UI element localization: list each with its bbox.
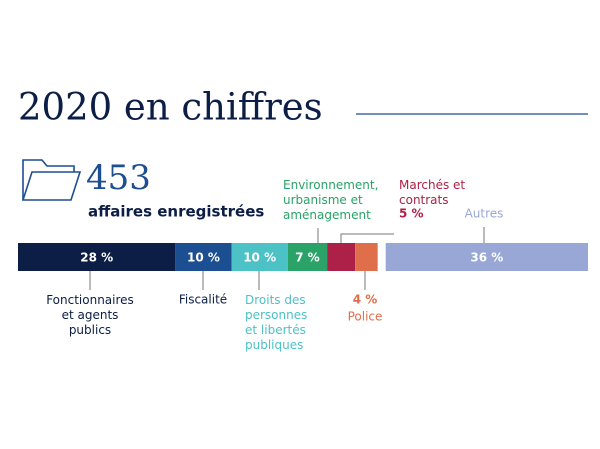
- bar-segment: [385, 243, 588, 271]
- bar-segment: [231, 243, 288, 271]
- bar-segment: [175, 243, 232, 271]
- category-label: Droits des personnes et libertés publiques: [245, 293, 307, 352]
- value-label: 10 %: [187, 251, 220, 265]
- value-label: 5 %: [399, 207, 424, 221]
- category-label: Marchés et contrats: [399, 178, 465, 207]
- category-label: Autres: [465, 207, 504, 221]
- bar-segment: [18, 243, 176, 271]
- value-label: 36 %: [470, 251, 503, 265]
- leader-line: [340, 233, 394, 243]
- value-label: 7 %: [295, 251, 320, 265]
- value-label: 28 %: [80, 251, 113, 265]
- value-label: 4 %: [353, 293, 378, 307]
- folder-icon: [21, 159, 82, 201]
- chart-title: 2020 en chiffres: [18, 86, 323, 129]
- total: 453: [86, 158, 151, 198]
- bar-segment: [327, 243, 356, 271]
- category-label: Fonctionnaires et agents publics: [46, 293, 134, 337]
- category-label: Police: [348, 310, 383, 324]
- total-label: affaires enregistrées: [88, 203, 264, 221]
- value-label: 10 %: [243, 251, 276, 265]
- bar-segment: [355, 243, 378, 271]
- category-label: Environnement, urbanisme et aménagement: [283, 178, 378, 222]
- bar-segment: [287, 243, 328, 271]
- category-label: Fiscalité: [179, 293, 227, 307]
